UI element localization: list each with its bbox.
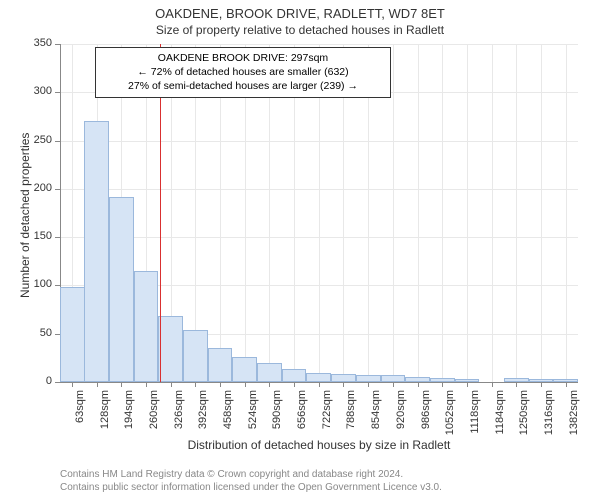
histogram-bar	[84, 121, 109, 382]
gridline-v	[467, 44, 468, 382]
histogram-bar	[553, 379, 578, 382]
x-tick-label: 722sqm	[321, 390, 333, 440]
x-tick-label: 524sqm	[247, 390, 259, 440]
histogram-bar	[208, 348, 233, 382]
histogram-bar	[529, 379, 554, 382]
histogram-bar	[504, 378, 529, 382]
annotation-line3: 27% of semi-detached houses are larger (…	[104, 79, 382, 93]
histogram-bar	[232, 357, 257, 382]
y-tick-label: 100	[22, 278, 52, 290]
histogram-bar	[356, 375, 381, 382]
y-tick-label: 0	[22, 375, 52, 387]
y-tick-label: 300	[22, 85, 52, 97]
x-tick-label: 392sqm	[197, 390, 209, 440]
x-tick-label: 458sqm	[222, 390, 234, 440]
x-axis-label: Distribution of detached houses by size …	[60, 438, 578, 452]
x-tick-label: 128sqm	[99, 390, 111, 440]
gridline-v	[541, 44, 542, 382]
footer-line2: Contains public sector information licen…	[60, 481, 442, 494]
annotation-line1: OAKDENE BROOK DRIVE: 297sqm	[104, 51, 382, 65]
y-axis-label: Number of detached properties	[18, 133, 32, 298]
histogram-bar	[430, 378, 455, 382]
x-tick-label: 1316sqm	[543, 390, 555, 440]
y-tick-label: 350	[22, 37, 52, 49]
y-tick-label: 250	[22, 134, 52, 146]
annotation-line2: ← 72% of detached houses are smaller (63…	[104, 65, 382, 79]
x-tick-label: 986sqm	[420, 390, 432, 440]
gridline-v	[492, 44, 493, 382]
histogram-bar	[158, 316, 183, 382]
x-tick-label: 1118sqm	[469, 390, 481, 440]
x-tick-label: 326sqm	[173, 390, 185, 440]
histogram-bar	[109, 197, 134, 382]
x-tick-label: 788sqm	[345, 390, 357, 440]
histogram-bar	[381, 375, 406, 382]
footer-line1: Contains HM Land Registry data © Crown c…	[60, 468, 442, 481]
x-tick-label: 1184sqm	[494, 390, 506, 440]
chart-container: OAKDENE, BROOK DRIVE, RADLETT, WD7 8ET S…	[0, 0, 600, 500]
x-tick-label: 854sqm	[370, 390, 382, 440]
gridline-v	[442, 44, 443, 382]
histogram-bar	[183, 330, 208, 382]
gridline-v	[393, 44, 394, 382]
footer-text: Contains HM Land Registry data © Crown c…	[60, 468, 442, 494]
histogram-bar	[134, 271, 159, 382]
annotation-box: OAKDENE BROOK DRIVE: 297sqm ← 72% of det…	[95, 47, 391, 98]
x-tick-label: 63sqm	[74, 390, 86, 440]
histogram-bar	[60, 287, 85, 382]
chart-subtitle: Size of property relative to detached ho…	[0, 23, 600, 37]
y-tick-label: 150	[22, 230, 52, 242]
gridline-v	[418, 44, 419, 382]
x-tick-label: 656sqm	[296, 390, 308, 440]
x-tick-label: 1052sqm	[444, 390, 456, 440]
histogram-bar	[331, 374, 356, 382]
histogram-bar	[306, 373, 331, 382]
x-tick-label: 1382sqm	[568, 390, 580, 440]
y-tick-label: 200	[22, 182, 52, 194]
histogram-bar	[282, 369, 307, 382]
histogram-bar	[405, 377, 430, 382]
x-tick-label: 590sqm	[271, 390, 283, 440]
histogram-bar	[257, 363, 282, 382]
y-tick-label: 50	[22, 327, 52, 339]
x-tick-label: 920sqm	[395, 390, 407, 440]
gridline-v	[566, 44, 567, 382]
x-tick-label: 260sqm	[148, 390, 160, 440]
x-tick-label: 1250sqm	[518, 390, 530, 440]
x-axis-line	[60, 382, 578, 383]
gridline-v	[516, 44, 517, 382]
chart-title: OAKDENE, BROOK DRIVE, RADLETT, WD7 8ET	[0, 0, 600, 21]
x-tick-label: 194sqm	[123, 390, 135, 440]
histogram-bar	[455, 379, 480, 382]
